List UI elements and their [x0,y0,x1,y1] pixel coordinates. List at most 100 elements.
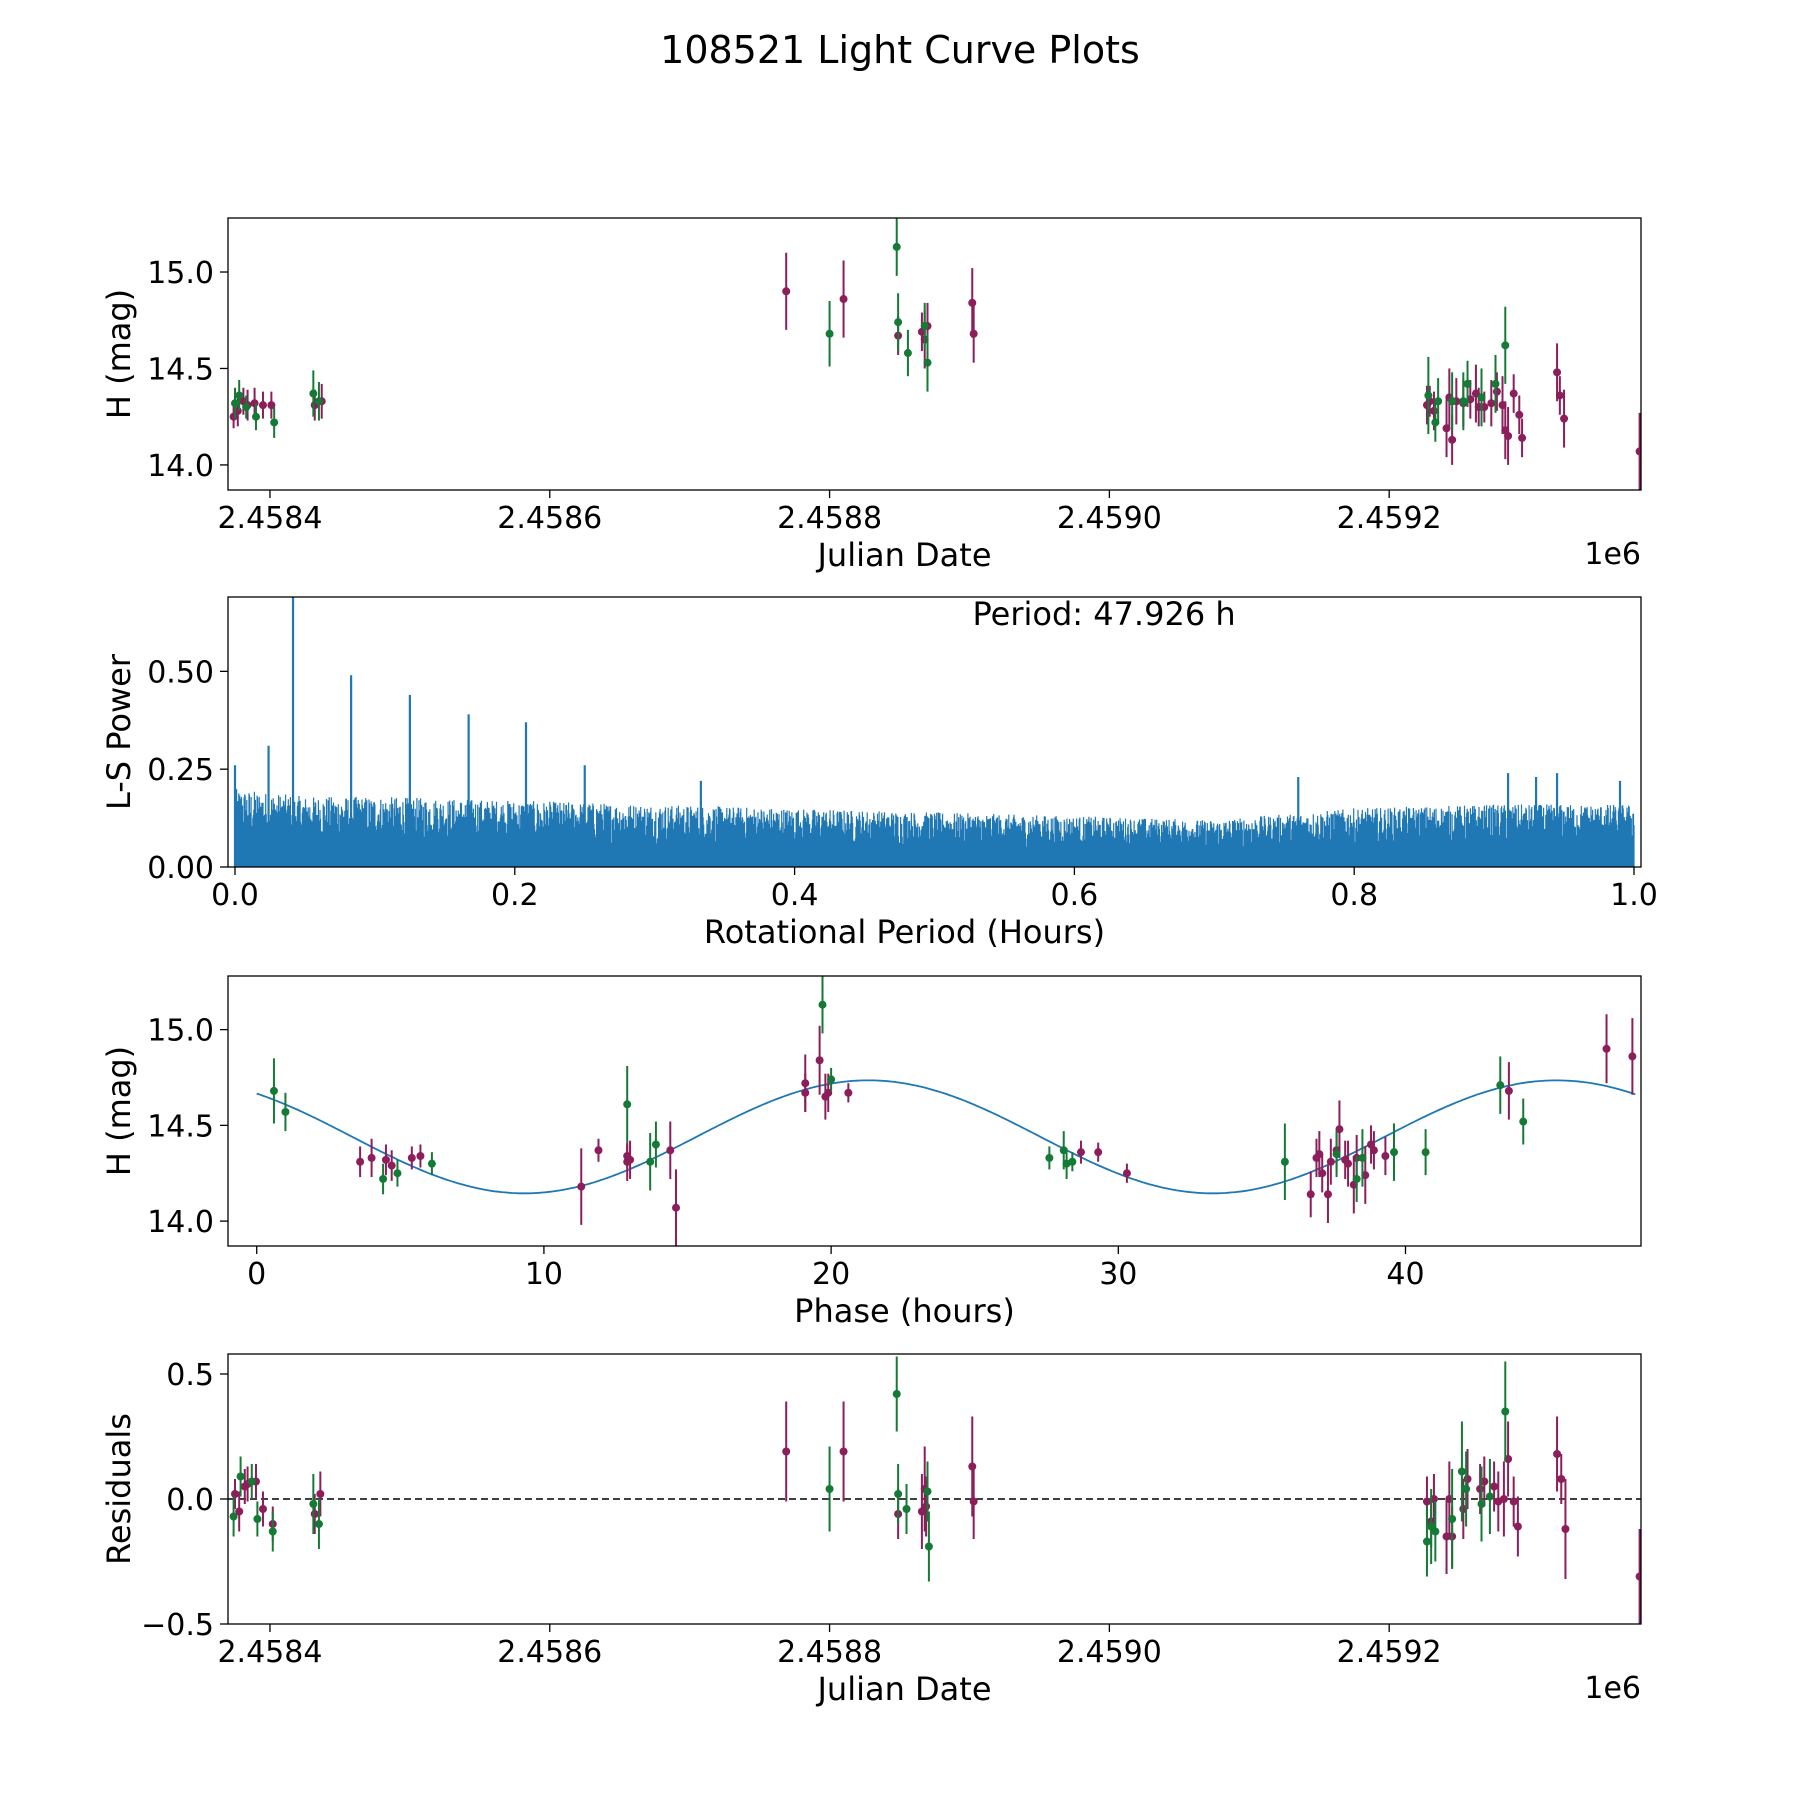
data-point [827,1075,836,1084]
x-tick-label: 1.0 [1610,878,1658,913]
data-point [1477,1500,1486,1508]
x-tick-label: 0 [247,1257,266,1292]
x-tick-label: 0.8 [1330,878,1378,913]
y-axis-label: L-S Power [100,653,138,810]
data-point [1499,1495,1508,1503]
y-tick-label: 0.00 [147,851,214,886]
data-point [968,1462,977,1471]
data-point [381,1155,390,1164]
x-offset-label: 1e6 [1584,1671,1641,1706]
data-point [1561,1525,1570,1533]
data-point [1045,1153,1054,1162]
data-point [1422,1497,1431,1506]
data-point [314,1520,323,1528]
axes-frame [227,596,1642,868]
data-point [1515,410,1524,419]
data-point [235,391,244,400]
y-tick-label: 14.0 [147,1205,214,1240]
data-point [1358,1153,1367,1162]
x-tick-label: 30 [1099,1257,1137,1292]
data-point [258,401,267,410]
data-point [894,1490,903,1498]
x-tick-label: 2.4586 [497,1635,602,1670]
data-point [270,418,279,427]
data-point [577,1182,586,1191]
x-tick-label: 2.4592 [1337,501,1442,536]
data-point [651,1140,660,1149]
data-point [1501,1407,1510,1416]
axes-frame [227,217,1642,491]
x-axis-label: Julian Date [815,536,991,574]
data-point [903,349,912,358]
y-axis-label: H (mag) [100,1046,138,1176]
data-point [387,1161,396,1170]
data-point [1509,1497,1518,1506]
data-point [1094,1148,1103,1157]
data-point [235,1507,244,1516]
data-point [309,1500,318,1508]
y-axis-label: Residuals [100,1413,138,1565]
data-point [1560,414,1569,423]
data-point [902,1505,911,1513]
period-annotation: Period: 47.926 h [972,595,1235,633]
plot-area [228,1356,1641,1624]
data-point [1492,387,1501,396]
data-point [1422,1537,1431,1546]
x-tick-label: 2.4584 [217,1635,322,1670]
x-tick-label: 2.4588 [777,1635,882,1670]
data-point [666,1146,675,1155]
data-point [1326,1157,1335,1166]
data-point [626,1155,635,1164]
data-point [1602,1044,1611,1053]
data-point [309,389,318,398]
data-point [251,412,260,421]
model-fit-curve [256,1079,1636,1195]
data-point [1352,1174,1361,1183]
data-point [367,1153,376,1162]
data-point [314,397,323,406]
data-point [1381,1152,1390,1160]
data-point [1509,389,1518,398]
data-point [922,1502,931,1511]
x-tick-label: 0.2 [491,878,539,913]
data-point [393,1169,402,1178]
data-point [1553,368,1562,377]
y-tick-label: 14.5 [147,1109,214,1144]
data-point [253,1515,262,1523]
data-point [1306,1190,1315,1199]
plot-area [256,976,1637,1246]
data-point [1459,397,1468,406]
plot-area [229,218,1641,490]
data-point [923,358,932,367]
y-tick-label: 0.25 [147,753,214,788]
y-tick-label: −0.5 [141,1608,214,1643]
data-point [1513,1522,1522,1531]
data-point [894,318,903,327]
data-point [839,1447,848,1456]
y-tick-label: 0.0 [166,1483,214,1518]
data-point [1122,1169,1131,1178]
x-tick-label: 2.4588 [777,501,882,536]
x-tick-label: 0.6 [1051,878,1099,913]
y-tick-label: 14.5 [147,352,214,387]
data-point [1424,391,1433,400]
data-point [1280,1157,1289,1166]
data-point [844,1088,853,1097]
periodogram-line [234,789,1635,867]
data-point [782,1447,791,1456]
x-tick-label: 0.4 [771,878,819,913]
data-point [242,403,251,412]
data-point [1462,1485,1471,1493]
data-point [1390,1148,1399,1157]
data-point [1477,393,1486,402]
data-point [1457,1467,1466,1476]
periodogram-panel: Period: 47.926 h 0.0 0.2 0.4 0.6 0.8 1.0 0.00 0.… [100,595,1658,951]
data-point [1448,397,1457,406]
data-point [1332,1150,1341,1159]
data-point [969,329,978,338]
phased-curve-panel: 0 10 20 30 40 14.0 14.5 15.0 Phase (hours) H (mag… [100,975,1642,1330]
data-point [316,1490,325,1498]
x-tick-label: 2.4590 [1057,1635,1162,1670]
x-tick-label: 40 [1386,1257,1424,1292]
